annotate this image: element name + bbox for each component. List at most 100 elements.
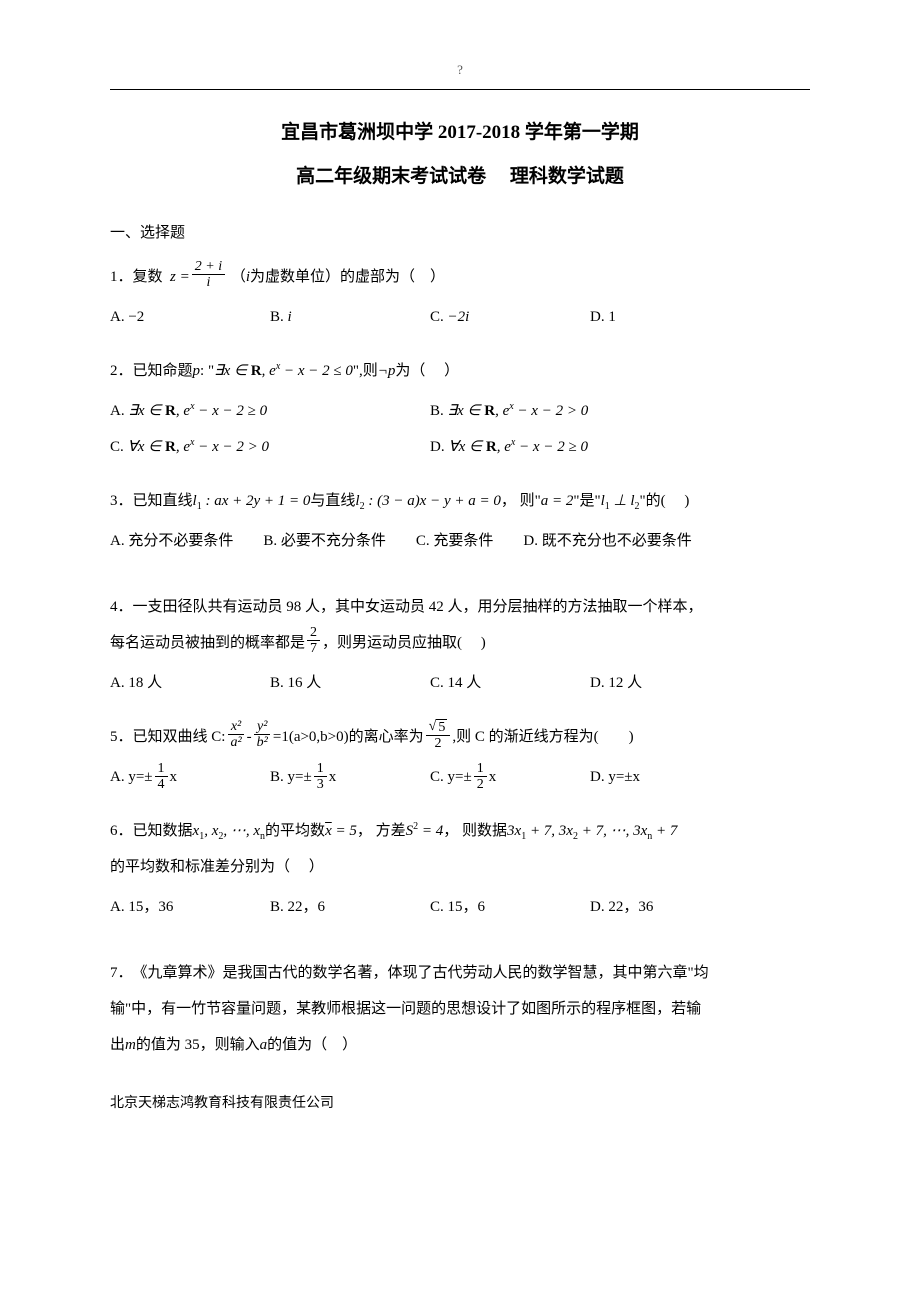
q2-stem-pre: 已知命题: [133, 353, 193, 389]
question-6: 6． 已知数据 x1, x2, ⋯, xn 的平均数 x = 5 ， 方差 S2…: [110, 813, 810, 925]
q2-opt-a: A. ∃x ∈ R, ex − x − 2 ≥ 0: [110, 393, 430, 429]
q3-perp: l1 ⊥ l2: [601, 483, 640, 519]
q2-post1: ",则: [353, 353, 378, 389]
q1-opt-b: B. i: [270, 299, 430, 335]
q2-opt-d: D. ∀x ∈ R, ex − x − 2 ≥ 0: [430, 429, 750, 465]
q2-opt-c: C. ∀x ∈ R, ex − x − 2 > 0: [110, 429, 430, 465]
q6-var: S2 = 4: [406, 813, 444, 849]
q5-frac1: x² a²: [227, 719, 244, 751]
q6-seq2: 3x1 + 7, 3x2 + 7, ⋯, 3xn + 7: [507, 813, 677, 849]
q4-opt-a: A. 18 人: [110, 665, 270, 701]
q5-opt-b: B. y=±13 x: [270, 759, 430, 795]
q7-line3-mid: 的值为 35，则输入: [136, 1027, 260, 1063]
q6-options: A. 15，36 B. 22，6 C. 15，6 D. 22，36: [110, 889, 810, 925]
q3-post3: "的( ): [640, 483, 690, 519]
q6-opt-c: C. 15，6: [430, 889, 590, 925]
q7-line1: 《九章算术》是我国古代的数学名著，体现了古代劳动人民的数学智慧，其中第六章"均: [133, 955, 709, 991]
q7-m: m: [125, 1027, 136, 1063]
q3-post2: "是": [573, 483, 600, 519]
q2-opt-b: B. ∃x ∈ R, ex − x − 2 > 0: [430, 393, 750, 429]
q5-options: A. y=±14 x B. y=±13 x C. y=±12 x D. y=±x: [110, 759, 810, 795]
q3-mid: 与直线: [310, 483, 355, 519]
q5-mid: =1(a>0,b>0)的离心率为: [273, 719, 424, 755]
q7-a: a: [260, 1027, 268, 1063]
q3-opt-b: B. 必要不充分条件: [263, 523, 386, 559]
q2-neg: ¬p: [378, 353, 396, 389]
q5-opt-d: D. y=±x: [590, 759, 750, 795]
q6-mean: x = 5: [325, 813, 357, 849]
q1-options: A. −2 B. i C. −2i D. 1: [110, 299, 810, 335]
page-mark: ?: [110, 60, 810, 81]
q1-frac-num: 2 + i: [192, 259, 225, 275]
q2-number: 2．: [110, 353, 133, 389]
q6-stem-pre: 已知数据: [133, 813, 193, 849]
q6-line2: 的平均数和标准差分别为（ ）: [110, 849, 324, 885]
q2-colon: : ": [200, 353, 214, 389]
title-line1: 宜昌市葛洲坝中学 2017-2018 学年第一学期: [110, 118, 810, 148]
q1-stem-pre: 复数: [133, 259, 163, 295]
section-heading: 一、选择题: [110, 221, 810, 245]
q6-opt-d: D. 22，36: [590, 889, 750, 925]
q3-l1: l1 : ax + 2y + 1 = 0: [193, 483, 311, 519]
q5-eccentricity: 5 2: [426, 719, 451, 752]
q1-opt-a: A. −2: [110, 299, 270, 335]
q1-paren-open: （: [231, 259, 246, 295]
q1-opt-c: C. −2i: [430, 299, 590, 335]
q4-opt-d: D. 12 人: [590, 665, 750, 701]
q6-number: 6．: [110, 813, 133, 849]
q3-post1: ， 则": [501, 483, 541, 519]
q4-line2-pre: 每名运动员被抽到的概率都是: [110, 625, 305, 661]
q2-exists: ∃x ∈ R, ex − x − 2 ≤ 0: [214, 353, 353, 389]
question-5: 5． 已知双曲线 C: x² a² - y² b² =1(a>0,b>0)的离心…: [110, 719, 810, 795]
q4-line1: 一支田径队共有运动员 98 人，其中女运动员 42 人，用分层抽样的方法抽取一个…: [133, 589, 703, 625]
q5-number: 5．: [110, 719, 133, 755]
q2-options: A. ∃x ∈ R, ex − x − 2 ≥ 0 B. ∃x ∈ R, ex …: [110, 393, 810, 465]
q6-opt-a: A. 15，36: [110, 889, 270, 925]
q6-seq: x1, x2, ⋯, xn: [193, 813, 266, 849]
question-2: 2． 已知命题 p : " ∃x ∈ R, ex − x − 2 ≤ 0 ",则…: [110, 353, 810, 465]
q5-opt-c: C. y=±12 x: [430, 759, 590, 795]
title-line2: 高二年级期末考试试卷 理科数学试题: [110, 162, 810, 192]
q3-opt-c: C. 充要条件: [416, 523, 494, 559]
q3-number: 3．: [110, 483, 133, 519]
q6-mid2: ， 方差: [357, 813, 406, 849]
q5-minus: -: [247, 719, 252, 755]
q7-line2: 输"中，有一竹节容量问题，某教师根据这一问题的思想设计了如图所示的程序框图，若输: [110, 991, 701, 1027]
q7-line3-pre: 出: [110, 1027, 125, 1063]
q4-fraction: 2 7: [307, 625, 320, 657]
q1-fraction: 2 + i i: [192, 259, 225, 291]
q3-stem-pre: 已知直线: [133, 483, 193, 519]
q4-number: 4．: [110, 589, 133, 625]
question-7: 7． 《九章算术》是我国古代的数学名著，体现了古代劳动人民的数学智慧，其中第六章…: [110, 955, 810, 1063]
q1-number: 1．: [110, 259, 133, 295]
horizontal-rule: [110, 89, 810, 90]
q6-opt-b: B. 22，6: [270, 889, 430, 925]
q7-line3-post: 的值为（ ）: [267, 1027, 357, 1063]
question-4: 4． 一支田径队共有运动员 98 人，其中女运动员 42 人，用分层抽样的方法抽…: [110, 589, 810, 701]
q4-options: A. 18 人 B. 16 人 C. 14 人 D. 12 人: [110, 665, 810, 701]
question-3: 3． 已知直线 l1 : ax + 2y + 1 = 0 与直线 l2 : (3…: [110, 483, 810, 559]
q3-opt-a: A. 充分不必要条件: [110, 523, 233, 559]
q6-mid3: ， 则数据: [443, 813, 507, 849]
q2-post2: 为（ ）: [395, 353, 459, 389]
q2-p: p: [193, 353, 201, 389]
footer-text: 北京天梯志鸿教育科技有限责任公司: [110, 1093, 810, 1115]
q3-opt-d: D. 既不充分也不必要条件: [523, 523, 691, 559]
q4-frac-num: 2: [307, 625, 320, 641]
q3-cond: a = 2: [541, 483, 574, 519]
q5-post: ,则 C 的渐近线方程为( ): [452, 719, 633, 755]
q1-expr-lhs: z =: [170, 259, 190, 295]
q4-line2-post: ，则男运动员应抽取( ): [322, 625, 486, 661]
q4-frac-den: 7: [307, 641, 320, 656]
q1-frac-den: i: [203, 275, 213, 290]
q5-opt-a: A. y=±14 x: [110, 759, 270, 795]
q3-options: A. 充分不必要条件 B. 必要不充分条件 C. 充要条件 D. 既不充分也不必…: [110, 523, 810, 559]
q7-number: 7．: [110, 955, 133, 991]
q5-frac2: y² b²: [254, 719, 271, 751]
q4-opt-c: C. 14 人: [430, 665, 590, 701]
q4-opt-b: B. 16 人: [270, 665, 430, 701]
question-1: 1． 复数 z = 2 + i i （ i 为虚数单位）的虚部为（ ） A. −…: [110, 259, 810, 335]
q6-mid1: 的平均数: [265, 813, 325, 849]
q5-stem-pre: 已知双曲线 C:: [133, 719, 226, 755]
q3-l2: l2 : (3 − a)x − y + a = 0: [355, 483, 500, 519]
